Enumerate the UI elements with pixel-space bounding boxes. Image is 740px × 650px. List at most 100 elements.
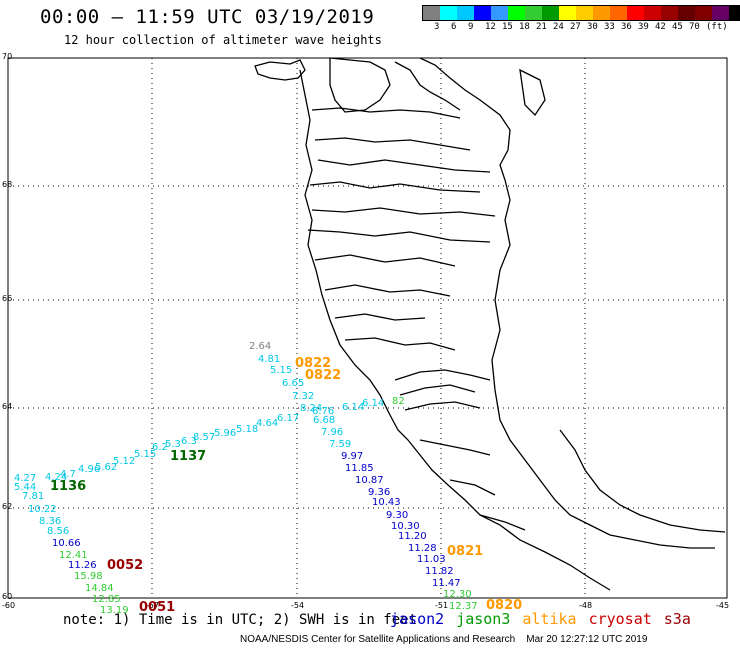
graticule [8, 58, 727, 598]
wave-height-label: 8.56 [47, 526, 70, 537]
latitude-label: 60 [2, 592, 13, 601]
wave-height-label: 10.87 [355, 475, 384, 486]
wave-height-label: 8.24 [300, 403, 323, 414]
color-legend [422, 5, 740, 21]
longitude-label: -51 [435, 601, 449, 610]
color-swatch [423, 6, 440, 20]
wave-height-label: 6.17 [277, 413, 300, 424]
color-swatch [440, 6, 457, 20]
pass-time-label: 0822 [305, 368, 342, 383]
wave-height-label: 14.84 [85, 583, 114, 594]
wave-height-label: 6.14 [362, 398, 385, 409]
color-legend-tick: 3 [434, 22, 440, 32]
color-swatch [576, 6, 593, 20]
color-swatch [525, 6, 542, 20]
longitude-label: -48 [579, 601, 593, 610]
wave-height-label: 4.27 [14, 473, 37, 484]
pass-time-label: 1136 [50, 479, 87, 494]
color-swatch [491, 6, 508, 20]
color-swatch [729, 6, 740, 20]
wave-height-label: 6.14 [342, 402, 365, 413]
color-legend-tick: 45 [672, 22, 683, 32]
wave-height-label: 12.85 [92, 594, 121, 605]
color-legend-tick: 9 [468, 22, 474, 32]
wave-height-label: 11.20 [398, 531, 427, 542]
map-frame [7, 57, 728, 599]
pass-time-label: 1137 [170, 449, 207, 464]
units-note: note: 1) Time is in UTC; 2) SWH is in fe… [63, 612, 418, 628]
color-legend-tick: 18 [519, 22, 530, 32]
color-legend-tick: 30 [587, 22, 598, 32]
wave-height-label: 7.96 [321, 427, 344, 438]
latitude-label: 70 [2, 52, 13, 61]
color-swatch [542, 6, 559, 20]
pass-time-label: 0820 [486, 598, 523, 613]
color-legend-tick: 42 [655, 22, 666, 32]
wave-height-label: 9.97 [341, 451, 364, 462]
color-legend-tick: 15 [502, 22, 513, 32]
color-swatch [508, 6, 525, 20]
wave-height-label: 5.44 [14, 482, 37, 493]
wave-height-label: 11.47 [432, 578, 461, 589]
wave-height-label: 4.64 [256, 418, 279, 429]
satellite-legend-item: s3a [663, 610, 691, 628]
color-swatch [661, 6, 678, 20]
wave-height-label: 4.81 [258, 354, 281, 365]
wave-height-label: 6.65 [282, 378, 305, 389]
wave-height-label: 8.36 [39, 516, 62, 527]
color-legend-tick: (ft) [706, 22, 728, 32]
wave-height-label: 7.81 [22, 491, 45, 502]
coastline [254, 57, 726, 591]
color-legend-tick: 36 [621, 22, 632, 32]
wave-height-label: 12.41 [59, 550, 88, 561]
wave-height-label: 12.37 [449, 601, 478, 612]
color-swatch [610, 6, 627, 20]
color-legend-tick: 70 [689, 22, 700, 32]
color-swatch [678, 6, 695, 20]
pass-time-label: 0052 [107, 558, 144, 573]
color-swatch [457, 6, 474, 20]
wave-height-label: 6.2 [152, 442, 168, 453]
wave-height-label: 10.66 [52, 538, 81, 549]
color-swatch [627, 6, 644, 20]
wave-height-label: 4.24 [45, 472, 68, 483]
page-subtitle: 12 hour collection of altimeter wave hei… [64, 33, 382, 47]
latitude-label: 68 [2, 180, 13, 189]
latitude-label: 64 [2, 402, 13, 411]
wave-height-label: 7.32 [292, 391, 315, 402]
wave-height-label: 5.12 [113, 456, 136, 467]
wave-height-label: 5.15 [270, 365, 293, 376]
wave-height-label: 11.28 [408, 543, 437, 554]
wave-height-label: 11.26 [68, 560, 97, 571]
wave-height-label: 7.59 [329, 439, 352, 450]
wave-height-label: 15.98 [74, 571, 103, 582]
latitude-label: 66 [2, 294, 13, 303]
latitude-label: 62 [2, 502, 13, 511]
color-swatch [695, 6, 712, 20]
wave-height-label: 6.76 [312, 406, 335, 417]
satellite-legend-item: altika [522, 610, 577, 628]
color-swatch [559, 6, 576, 20]
color-swatch [644, 6, 661, 20]
wave-height-label: 4.96 [78, 464, 101, 475]
color-legend-tick: 33 [604, 22, 615, 32]
wave-height-label: 11.82 [425, 566, 454, 577]
longitude-label: -60 [2, 601, 16, 610]
wave-height-label: 13.19 [100, 605, 129, 616]
wave-height-label: 12.30 [443, 589, 472, 600]
color-legend-tick: 39 [638, 22, 649, 32]
wave-height-label: 9.30 [386, 510, 409, 521]
wave-height-label: 9.36 [368, 487, 391, 498]
longitude-label: -54 [291, 601, 305, 610]
longitude-label: -45 [716, 601, 730, 610]
wave-height-label: 10.22 [28, 504, 57, 515]
color-legend-tick: 21 [536, 22, 547, 32]
color-swatch [474, 6, 491, 20]
wave-height-label: 8.57 [193, 432, 216, 443]
color-legend-tick: 6 [451, 22, 457, 32]
satellite-legend-item: jason2 [390, 610, 445, 628]
wave-height-label: 2.64 [249, 341, 272, 352]
wave-height-label: 5.3 [165, 439, 181, 450]
wave-height-label: 5.96 [214, 428, 237, 439]
